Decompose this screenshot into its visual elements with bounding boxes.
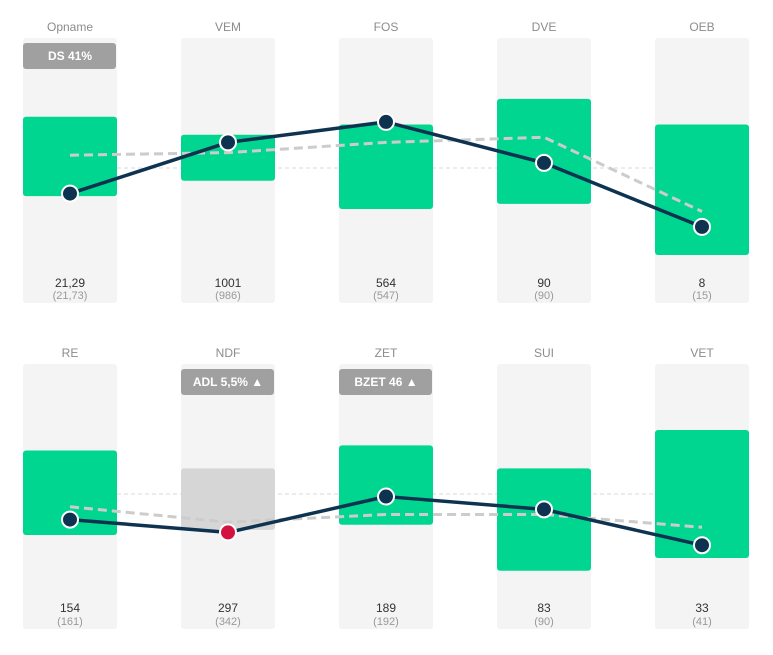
badge-label-opname: DS 41% xyxy=(48,49,92,63)
column-header-zet: ZET xyxy=(375,346,398,360)
value-label-sui: 83 xyxy=(537,601,551,615)
reference-label-re: (161) xyxy=(57,616,83,628)
data-point-fos[interactable] xyxy=(377,112,395,131)
range-band-sui xyxy=(497,468,591,571)
value-label-re: 154 xyxy=(60,601,80,615)
data-point-vet[interactable] xyxy=(693,536,711,555)
value-label-vem: 1001 xyxy=(215,276,242,290)
reference-label-sui: (90) xyxy=(534,616,554,628)
badge-label-zet: BZET 46 ▲ xyxy=(354,375,417,389)
badge-label-ndf: ADL 5,5% ▲ xyxy=(193,375,263,389)
badge-ndf xyxy=(181,369,274,395)
column-header-oeb: OEB xyxy=(689,20,714,34)
reference-label-oeb: (15) xyxy=(692,290,712,302)
chart-panel-1: Opname VEM FOS DVE OEB 21,29(21,73) 1001(986) 5… xyxy=(23,20,749,303)
data-point-vem[interactable] xyxy=(219,133,237,152)
range-band-ndf xyxy=(181,468,275,530)
reference-label-zet: (192) xyxy=(373,616,399,628)
value-label-dve: 90 xyxy=(537,276,551,290)
column-header-vem: VEM xyxy=(215,20,241,34)
reference-line xyxy=(69,135,703,213)
data-point-opname[interactable] xyxy=(61,184,79,203)
range-band-dve xyxy=(497,98,591,204)
data-point-zet[interactable] xyxy=(377,487,395,506)
range-band-re xyxy=(23,450,117,535)
reference-label-vet: (41) xyxy=(692,616,712,628)
range-band-oeb xyxy=(655,124,749,256)
value-label-zet: 189 xyxy=(376,601,396,615)
column-header-fos: FOS xyxy=(374,20,399,34)
value-label-ndf: 297 xyxy=(218,601,238,615)
reference-label-ndf: (342) xyxy=(215,616,241,628)
data-point-dve[interactable] xyxy=(535,153,553,172)
range-band-zet xyxy=(339,445,433,525)
value-label-opname: 21,29 xyxy=(55,276,85,290)
range-band-fos xyxy=(339,124,433,209)
reference-line xyxy=(69,505,703,529)
column-header-ndf: NDF xyxy=(216,346,241,360)
reference-label-opname: (21,73) xyxy=(53,290,88,302)
column-header-opname: Opname xyxy=(47,20,93,34)
reference-label-fos: (547) xyxy=(373,290,399,302)
column-header-sui: SUI xyxy=(534,346,554,360)
data-point-ndf[interactable] xyxy=(219,523,237,542)
data-point-sui[interactable] xyxy=(535,500,553,519)
data-point-oeb[interactable] xyxy=(693,217,711,236)
column-header-re: RE xyxy=(62,346,79,360)
reference-label-vem: (986) xyxy=(215,290,241,302)
value-label-fos: 564 xyxy=(376,276,396,290)
value-label-vet: 33 xyxy=(695,601,709,615)
chart-panel-2: RE NDF ZET SUI VET 154(161) 297(342) 189(192) 83… xyxy=(23,346,749,629)
badge-opname xyxy=(23,43,116,69)
badge-zet xyxy=(339,369,432,395)
column-header-vet: VET xyxy=(690,346,714,360)
data-point-re[interactable] xyxy=(61,510,79,529)
value-label-oeb: 8 xyxy=(699,276,706,290)
reference-label-dve: (90) xyxy=(534,290,554,302)
range-band-vem xyxy=(181,134,275,181)
column-header-dve: DVE xyxy=(532,20,557,34)
range-band-opname xyxy=(23,116,117,197)
